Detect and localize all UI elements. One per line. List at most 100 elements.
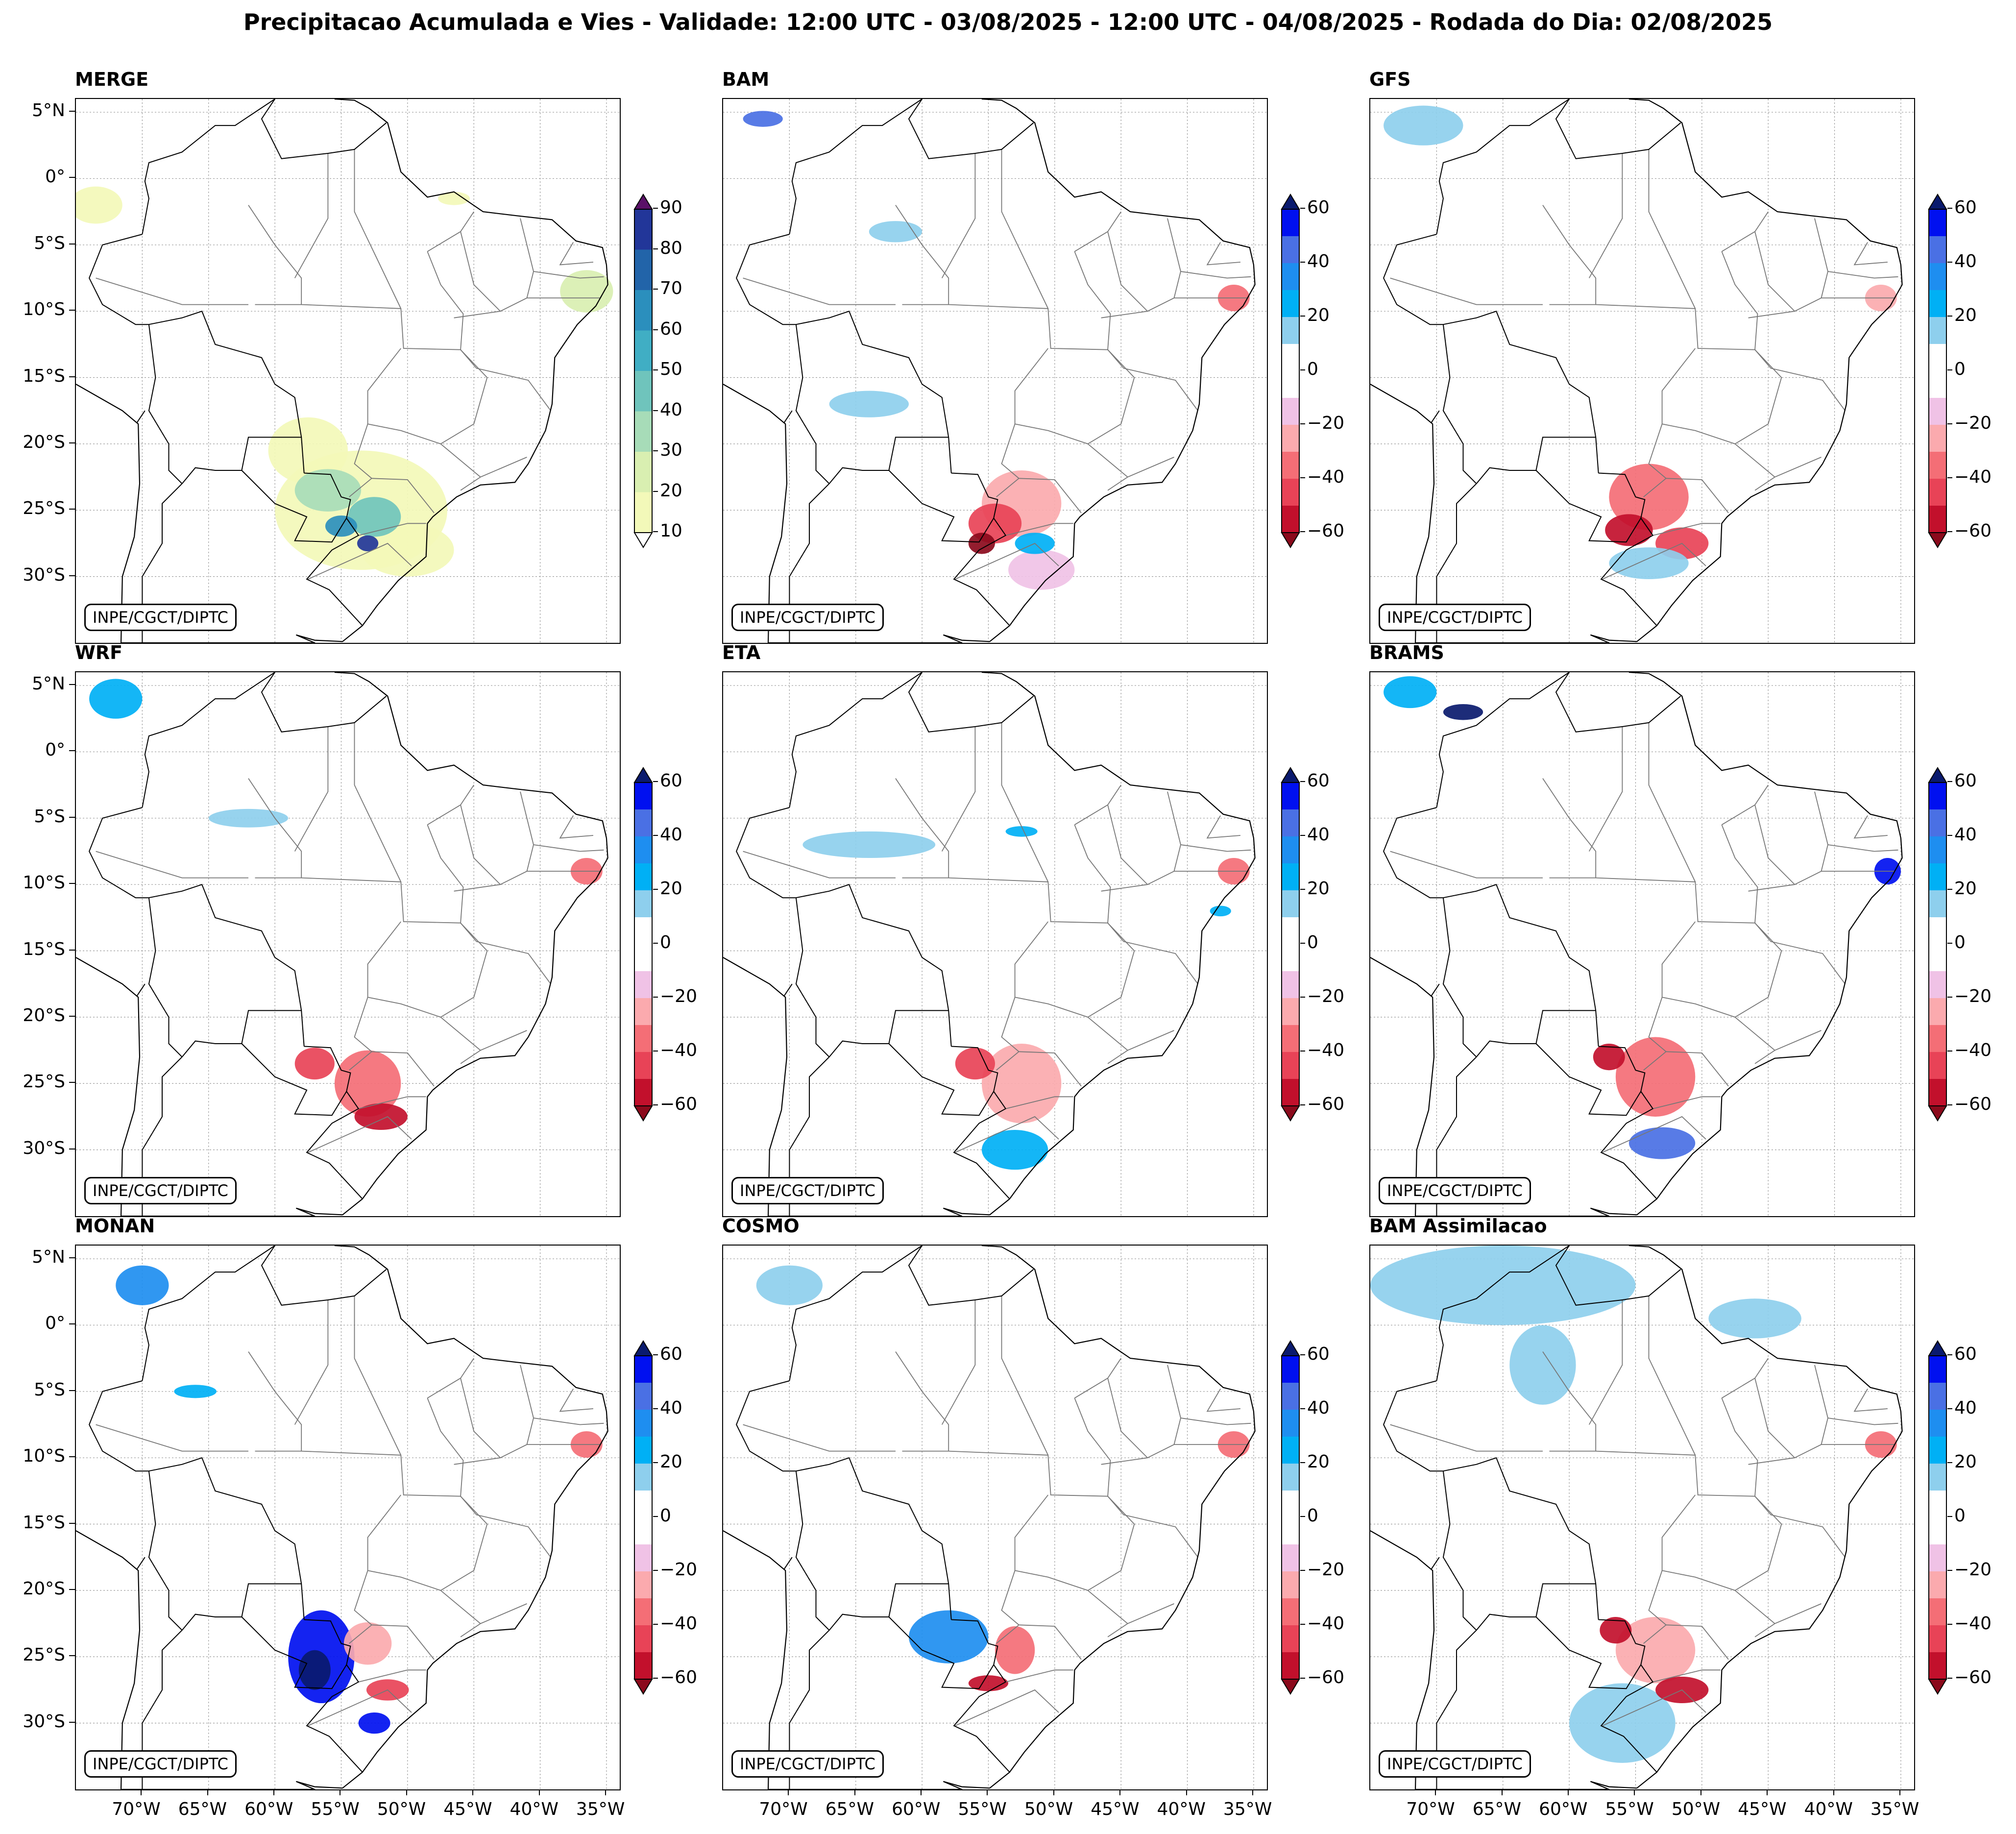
credit-badge: INPE/CGCT/DIPTC bbox=[1379, 1177, 1531, 1204]
state-border bbox=[996, 1570, 1020, 1644]
colorbar-tick-label: −20 bbox=[660, 1560, 697, 1580]
colorbar-segment bbox=[634, 249, 652, 291]
field-blob bbox=[981, 1044, 1062, 1124]
state-border bbox=[1014, 348, 1135, 444]
colorbar-tick bbox=[1300, 835, 1305, 836]
state-border bbox=[1107, 1365, 1181, 1459]
credit-badge: INPE/CGCT/DIPTC bbox=[84, 1177, 237, 1204]
field-blob bbox=[1210, 905, 1231, 917]
lon-label: 55°W bbox=[958, 1799, 1007, 1819]
state-border bbox=[1074, 1358, 1121, 1399]
lon-label: 50°W bbox=[1024, 1799, 1073, 1819]
colorbar-segment bbox=[1282, 1079, 1299, 1106]
panel-title: BRAMS bbox=[1369, 642, 1444, 663]
country-border bbox=[783, 983, 793, 997]
colorbar-segment bbox=[1929, 1652, 1946, 1680]
country-border bbox=[1555, 99, 1681, 159]
colorbar-tick-label: 20 bbox=[660, 480, 682, 501]
field-blob bbox=[268, 417, 348, 484]
lat-tick bbox=[69, 575, 75, 576]
lat-label: 5°N bbox=[32, 1247, 65, 1268]
lat-label: 15°S bbox=[23, 366, 65, 386]
state-border bbox=[1542, 778, 1597, 879]
colorbar-segment bbox=[1929, 398, 1946, 425]
colorbar-tick bbox=[653, 997, 658, 998]
country-border bbox=[1598, 472, 1657, 626]
field-blob bbox=[116, 1265, 169, 1305]
panel-title: MERGE bbox=[75, 69, 149, 90]
field-blob bbox=[1600, 1617, 1632, 1644]
colorbar-segment bbox=[634, 971, 652, 999]
lon-tick bbox=[1700, 1789, 1701, 1795]
country-border bbox=[1598, 1619, 1657, 1773]
colorbar-tick-label: −20 bbox=[1307, 986, 1344, 1006]
state-border bbox=[427, 784, 474, 826]
colorbar-tick bbox=[653, 943, 658, 944]
lat-label: 25°S bbox=[23, 1072, 65, 1092]
colorbar-extend-top bbox=[633, 1340, 653, 1356]
lon-label: 40°W bbox=[1157, 1799, 1206, 1819]
colorbar-tick bbox=[653, 1104, 658, 1105]
colorbar-segment bbox=[1282, 1052, 1299, 1079]
colorbar-tick bbox=[653, 781, 658, 782]
state-border bbox=[1643, 997, 1667, 1071]
colorbar-segment bbox=[1929, 917, 1946, 945]
colorbar-tick bbox=[1300, 1354, 1305, 1355]
colorbar-tick-label: 0 bbox=[660, 932, 671, 953]
state-border bbox=[294, 153, 329, 278]
lon-tick bbox=[1899, 1789, 1900, 1795]
state-border bbox=[294, 1300, 329, 1425]
field-blob bbox=[743, 111, 783, 127]
field-blob bbox=[560, 270, 613, 313]
colorbar-segment bbox=[634, 1052, 652, 1079]
lon-label: 40°W bbox=[1804, 1799, 1853, 1819]
colorbar-segment bbox=[1282, 506, 1299, 533]
country-border bbox=[1598, 1046, 1657, 1199]
colorbar-tick-label: −20 bbox=[1307, 1560, 1344, 1580]
field-blob bbox=[294, 1048, 335, 1080]
coastline bbox=[723, 672, 1256, 1216]
state-border bbox=[1001, 1296, 1049, 1456]
colorbar-tick-label: −60 bbox=[1307, 1094, 1344, 1114]
colorbar-eta bbox=[1281, 767, 1300, 1122]
lat-tick bbox=[69, 883, 75, 884]
colorbar-tick bbox=[653, 1678, 658, 1679]
country-border bbox=[142, 99, 275, 235]
state-border bbox=[248, 205, 302, 305]
colorbar-segment bbox=[634, 1652, 652, 1680]
colorbar-tick bbox=[1947, 1462, 1952, 1463]
colorbar-tick bbox=[653, 835, 658, 836]
colorbar-tick-label: −60 bbox=[1954, 521, 1992, 541]
lat-label: 5°N bbox=[32, 674, 65, 694]
colorbar-bam bbox=[1281, 194, 1300, 550]
colorbar-segment bbox=[1282, 1410, 1299, 1437]
country-border bbox=[181, 467, 242, 484]
country-border bbox=[142, 672, 275, 808]
state-border bbox=[371, 478, 435, 514]
colorbar-tick-label: 40 bbox=[1307, 825, 1330, 845]
lat-tick bbox=[69, 442, 75, 443]
country-border bbox=[795, 898, 830, 1057]
colorbar-tick bbox=[653, 248, 658, 249]
colorbar-extend-bottom bbox=[1281, 532, 1300, 548]
colorbar-wrf bbox=[633, 767, 653, 1122]
colorbar-segment bbox=[634, 998, 652, 1026]
lon-label: 65°W bbox=[825, 1799, 874, 1819]
state-border bbox=[460, 791, 534, 885]
colorbar-segment bbox=[634, 863, 652, 891]
colorbar-tick bbox=[1947, 1354, 1952, 1355]
colorbar-segment bbox=[1929, 1052, 1946, 1079]
lat-tick bbox=[69, 1589, 75, 1590]
colorbar-gfs bbox=[1928, 194, 1947, 550]
country-border bbox=[888, 1583, 995, 1689]
colorbar-tick-label: 20 bbox=[660, 1452, 682, 1472]
state-border bbox=[460, 218, 534, 312]
colorbar-segment bbox=[1929, 890, 1946, 918]
lon-label: 55°W bbox=[1605, 1799, 1654, 1819]
country-border bbox=[148, 883, 305, 1047]
lon-tick bbox=[1501, 1789, 1503, 1795]
field-blob bbox=[1370, 1246, 1636, 1325]
colorbar-tick-label: 30 bbox=[660, 440, 682, 460]
state-border bbox=[294, 727, 329, 852]
colorbar-extend-bottom bbox=[1928, 532, 1947, 548]
